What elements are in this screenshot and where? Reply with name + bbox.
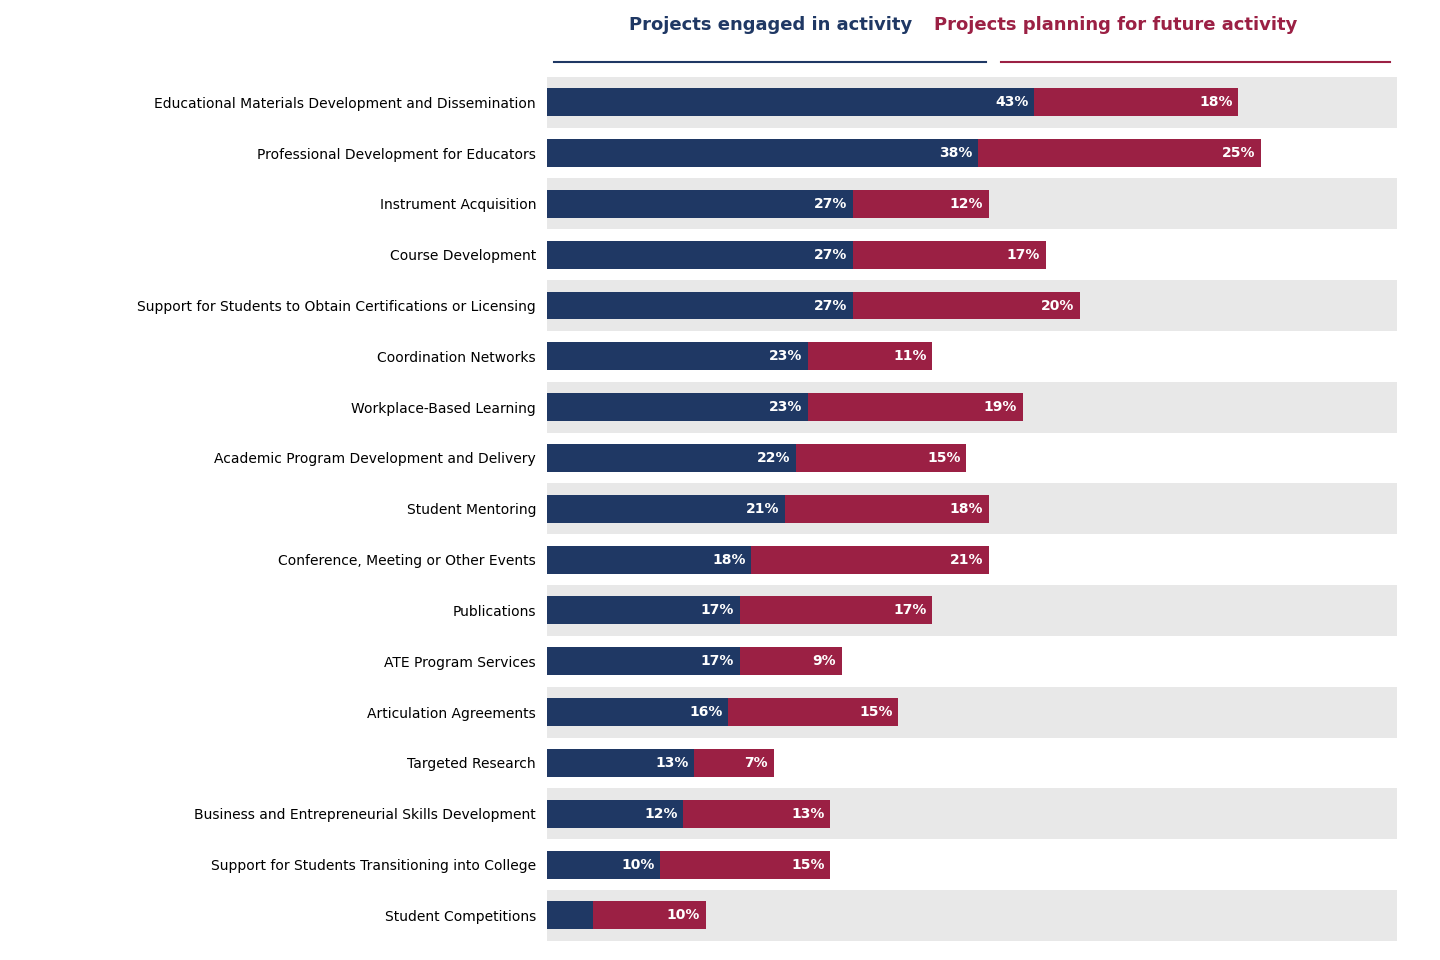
Bar [808,343,932,371]
Bar [547,545,752,574]
Text: 17%: 17% [1007,248,1040,262]
Bar [547,890,1397,941]
Text: 10%: 10% [622,857,655,872]
Bar [547,190,852,218]
Text: Projects engaged in activity: Projects engaged in activity [629,15,912,34]
Bar [547,636,1397,686]
Bar [547,179,1397,229]
Bar [547,139,978,167]
Text: 43%: 43% [995,95,1028,109]
Text: Projects planning for future activity: Projects planning for future activity [935,15,1297,34]
Text: 25%: 25% [1221,146,1256,160]
Bar [752,545,989,574]
Text: 15%: 15% [791,857,825,872]
Text: 16%: 16% [690,705,723,719]
Bar [547,698,729,726]
Bar [547,280,1397,331]
Text: 13%: 13% [792,806,825,821]
Bar [547,229,1397,280]
Bar [547,88,1034,116]
Text: 17%: 17% [701,604,734,617]
Bar [547,788,1397,839]
Text: 17%: 17% [893,604,927,617]
Bar [796,444,966,472]
Bar [547,596,740,624]
Bar [547,839,1397,890]
Bar [661,851,831,878]
Bar [547,128,1397,179]
Text: 15%: 15% [860,705,893,719]
Bar [547,382,1397,433]
Bar [547,241,852,269]
Text: 19%: 19% [984,400,1017,414]
Bar [547,901,592,929]
Text: 23%: 23% [769,400,802,414]
Text: 11%: 11% [893,349,927,363]
Text: 22%: 22% [757,451,791,465]
Bar [547,800,683,828]
Bar [547,343,808,371]
Text: 27%: 27% [814,248,847,262]
Bar [852,190,989,218]
Bar [852,241,1045,269]
Text: 13%: 13% [655,756,688,770]
Bar [547,585,1397,636]
Bar [592,901,706,929]
Bar [547,749,694,777]
Text: 21%: 21% [950,553,984,566]
Bar [729,698,899,726]
Text: 12%: 12% [644,806,677,821]
Text: 17%: 17% [701,655,734,668]
Bar [547,433,1397,484]
Bar [547,77,1397,128]
Text: 15%: 15% [927,451,960,465]
Bar [547,647,740,675]
Bar [740,647,842,675]
Text: 23%: 23% [769,349,802,363]
Bar [547,494,785,523]
Text: 38%: 38% [939,146,972,160]
Bar [740,596,932,624]
Bar [547,686,1397,737]
Bar [1034,88,1238,116]
Bar [547,484,1397,534]
Bar [694,749,773,777]
Text: 18%: 18% [1200,95,1233,109]
Bar [547,292,852,320]
Bar [683,800,831,828]
Text: 12%: 12% [950,197,984,211]
Bar [547,394,808,421]
Text: 18%: 18% [711,553,746,566]
Bar [808,394,1022,421]
Bar [547,444,796,472]
Text: 18%: 18% [950,502,984,516]
Bar [547,737,1397,788]
Bar [852,292,1080,320]
Text: 9%: 9% [812,655,837,668]
Text: 21%: 21% [746,502,779,516]
Bar [547,331,1397,382]
Text: 10%: 10% [667,908,700,923]
Bar [547,534,1397,585]
Text: 20%: 20% [1041,299,1074,313]
Bar [785,494,989,523]
Bar [978,139,1261,167]
Text: 7%: 7% [744,756,768,770]
Text: 27%: 27% [814,197,847,211]
Text: 27%: 27% [814,299,847,313]
Bar [547,851,661,878]
